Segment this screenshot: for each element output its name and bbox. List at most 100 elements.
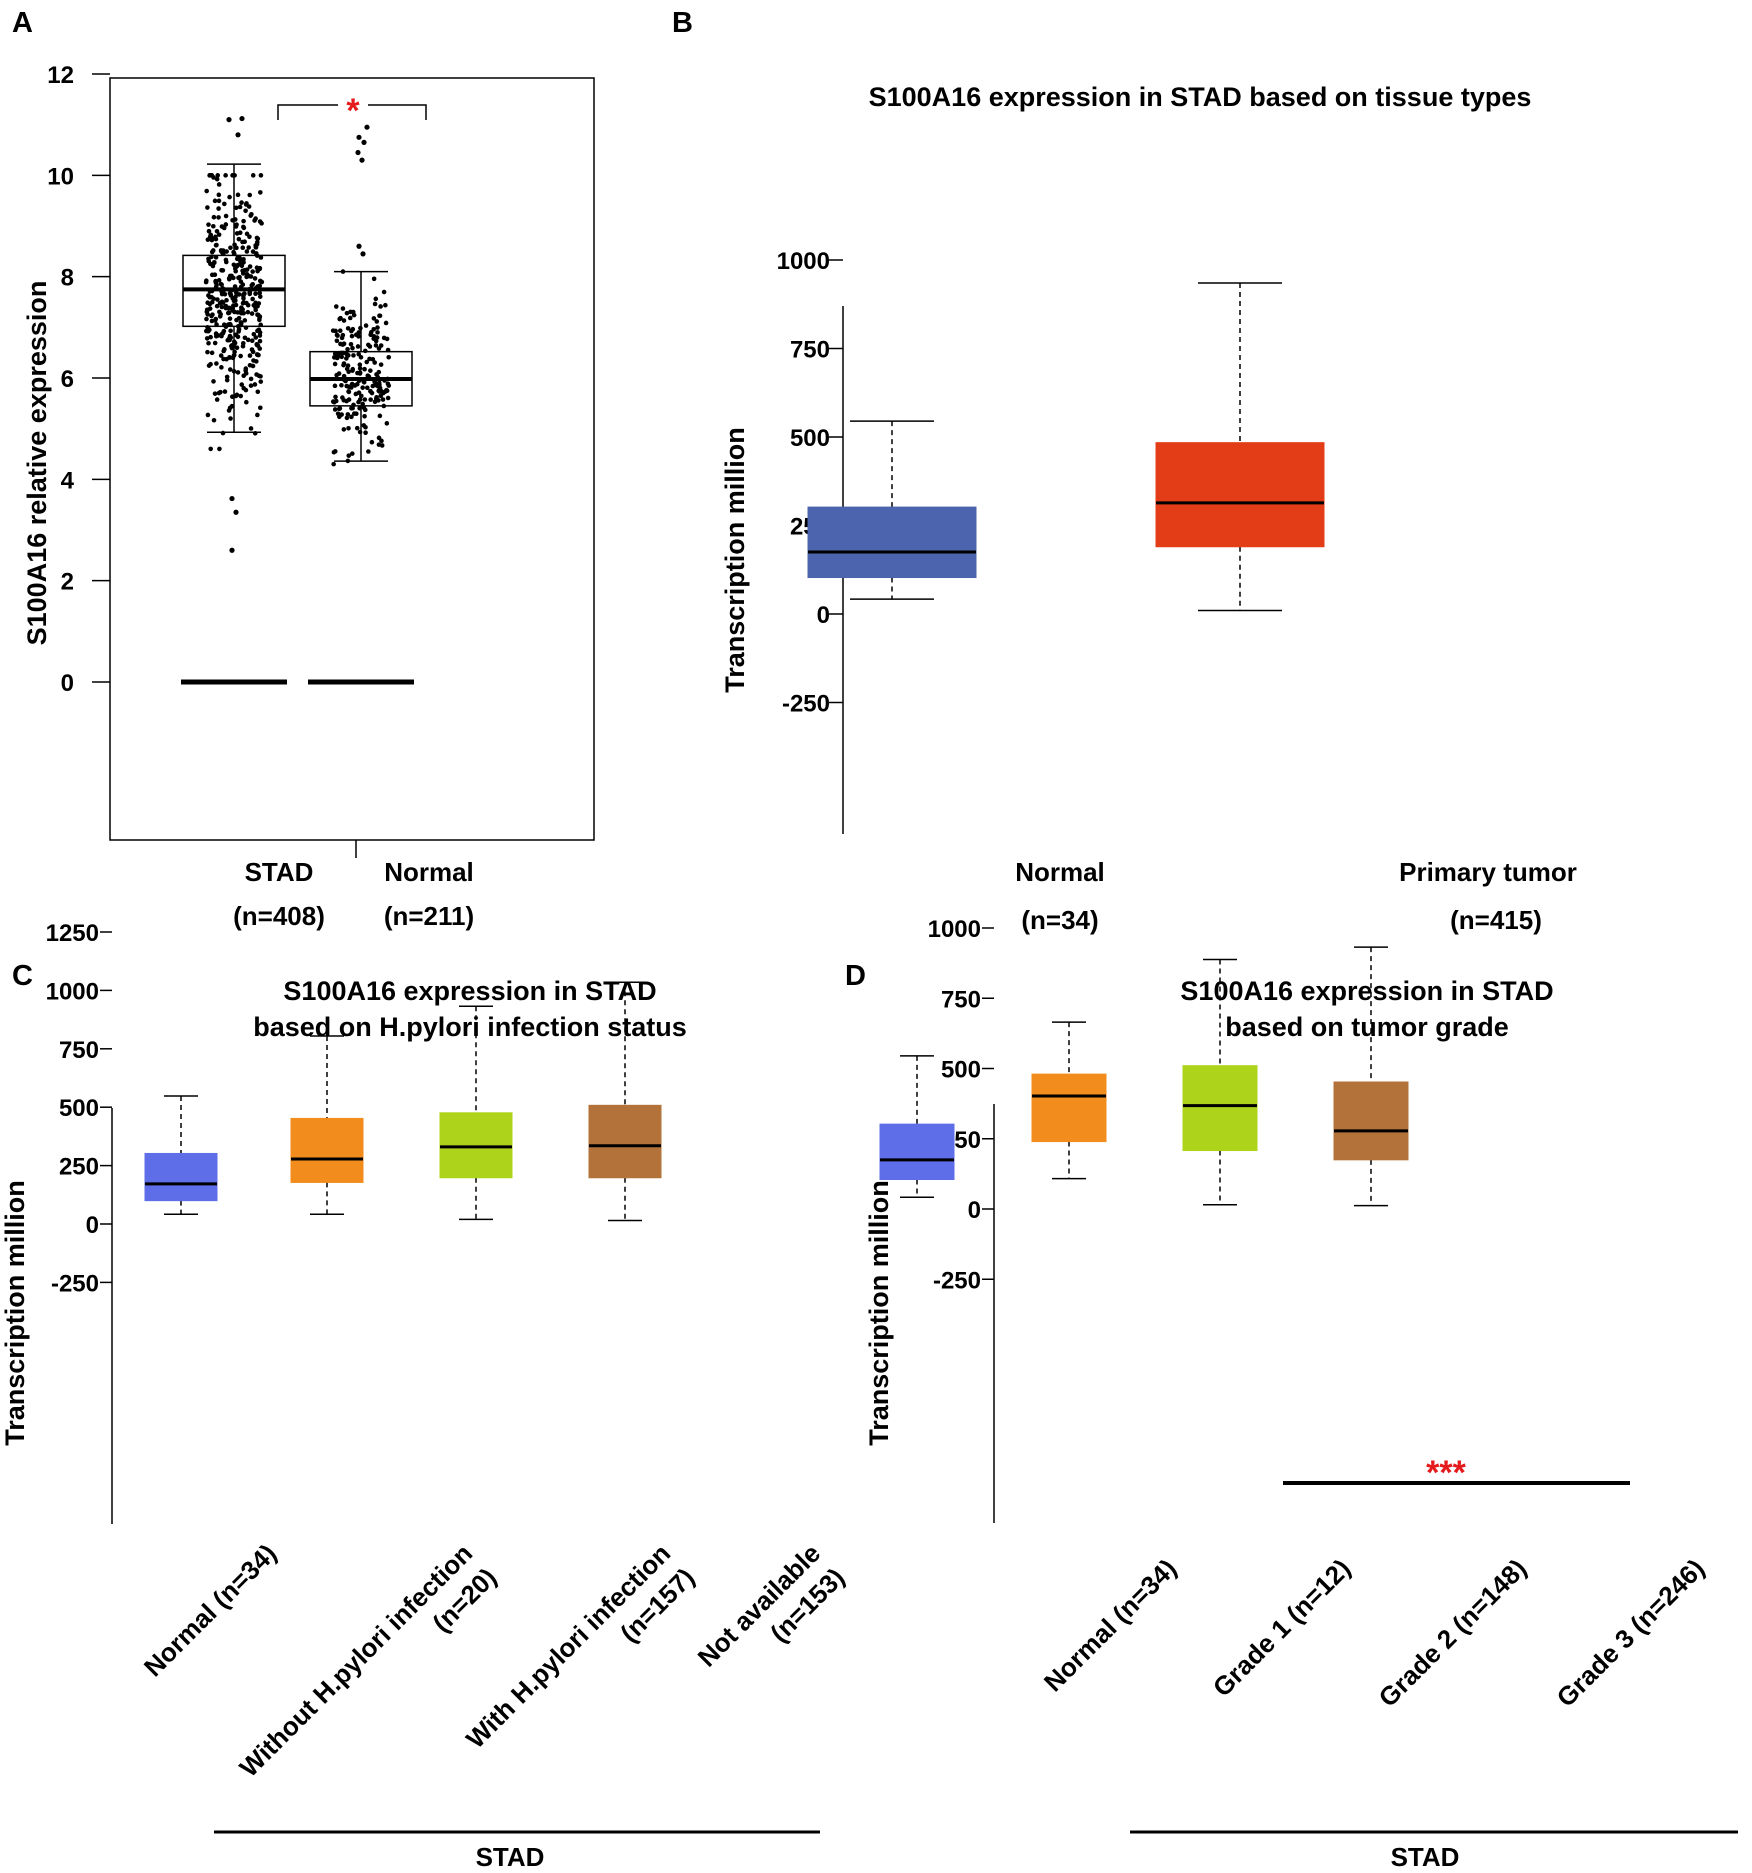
data-point [332, 361, 338, 367]
data-point [254, 241, 260, 247]
data-point [257, 338, 263, 344]
data-point [221, 356, 226, 362]
data-point [373, 296, 379, 302]
data-point [205, 325, 210, 330]
data-point [213, 316, 219, 322]
data-point [354, 381, 360, 387]
data-point [234, 231, 240, 236]
data-point [252, 218, 257, 223]
data-point [211, 417, 217, 423]
data-point [227, 305, 232, 311]
data-point [247, 287, 253, 293]
data-point [220, 268, 226, 273]
category-label-normal-d: Normal (n=34) [1038, 1553, 1182, 1697]
y-tick-label: 750 [790, 337, 830, 364]
data-point [341, 318, 347, 323]
data-point [228, 245, 233, 251]
data-point [377, 313, 382, 318]
data-point [349, 451, 355, 456]
data-point [368, 397, 373, 402]
data-point [356, 378, 362, 384]
data-point [383, 302, 388, 308]
data-point [242, 335, 248, 341]
data-point [239, 200, 244, 205]
data-point [209, 236, 215, 242]
data-point [244, 249, 250, 254]
data-point [216, 215, 221, 220]
data-point [236, 275, 242, 281]
data-point [224, 297, 229, 303]
data-point [244, 272, 250, 277]
data-point [238, 284, 244, 290]
data-point [203, 279, 209, 285]
data-point [216, 278, 222, 283]
data-point [229, 403, 235, 409]
data-point [383, 320, 389, 326]
data-point [339, 354, 344, 360]
data-point [235, 370, 241, 375]
y-tick-label: 1000 [46, 978, 99, 1005]
box [1182, 1065, 1258, 1152]
data-point [223, 173, 228, 178]
data-point [241, 225, 247, 231]
data-point [223, 305, 229, 311]
data-point [232, 340, 238, 346]
data-point [230, 355, 236, 361]
data-point [345, 363, 351, 368]
data-point [238, 279, 244, 284]
data-point [223, 259, 229, 265]
outlier-point [356, 243, 362, 249]
y-axis-c: -250 0 250 500 750 1000 1250 [46, 920, 112, 1297]
data-point [205, 412, 211, 418]
data-point [361, 405, 367, 411]
panel-label-d: D [845, 960, 866, 992]
data-point [355, 370, 360, 376]
data-point [213, 242, 219, 248]
data-point [240, 307, 245, 312]
data-point [235, 192, 241, 198]
data-point [258, 322, 263, 328]
data-point [357, 405, 362, 411]
data-point [350, 368, 355, 373]
jitter-points-a [203, 115, 392, 553]
chart-title-d-line2: based on tumor grade [1225, 1012, 1509, 1042]
data-point [250, 296, 255, 302]
x-tick-labels-c: Normal (n=34) Without H.pylori infection… [138, 1538, 850, 1783]
y-tick-label: 8 [61, 265, 74, 292]
box [807, 506, 977, 579]
y-tick-label: 250 [59, 1154, 99, 1181]
data-point [208, 334, 213, 340]
data-point [377, 413, 383, 419]
data-point [237, 204, 243, 210]
data-point [255, 303, 260, 309]
box [588, 1104, 662, 1179]
data-point [213, 236, 219, 242]
data-point [214, 361, 219, 366]
y-tick-label: 500 [790, 425, 830, 452]
data-point [349, 333, 355, 339]
data-point [345, 346, 350, 352]
data-point [257, 278, 263, 284]
data-point [253, 359, 259, 364]
data-point [236, 327, 242, 332]
data-point [232, 217, 238, 222]
data-point [209, 313, 214, 319]
y-tick-label: 1000 [928, 916, 981, 943]
category-label-normal-a: Normal [384, 857, 474, 887]
data-point [347, 315, 353, 321]
data-point [244, 231, 250, 237]
data-point [249, 338, 255, 344]
data-point [258, 255, 264, 260]
data-point [381, 403, 387, 409]
data-point [350, 345, 355, 351]
panel-label-b: B [672, 7, 693, 39]
chart-title-c-line2: based on H.pylori infection status [253, 1012, 687, 1042]
data-point [353, 391, 359, 397]
data-point [385, 347, 391, 353]
data-point [204, 188, 209, 194]
category-label-grade-2: Grade 2 (n=148) [1373, 1553, 1533, 1713]
data-point [374, 319, 380, 324]
panel-b: B S100A16 expression in STAD based on ti… [672, 7, 1577, 935]
data-point [255, 412, 260, 418]
